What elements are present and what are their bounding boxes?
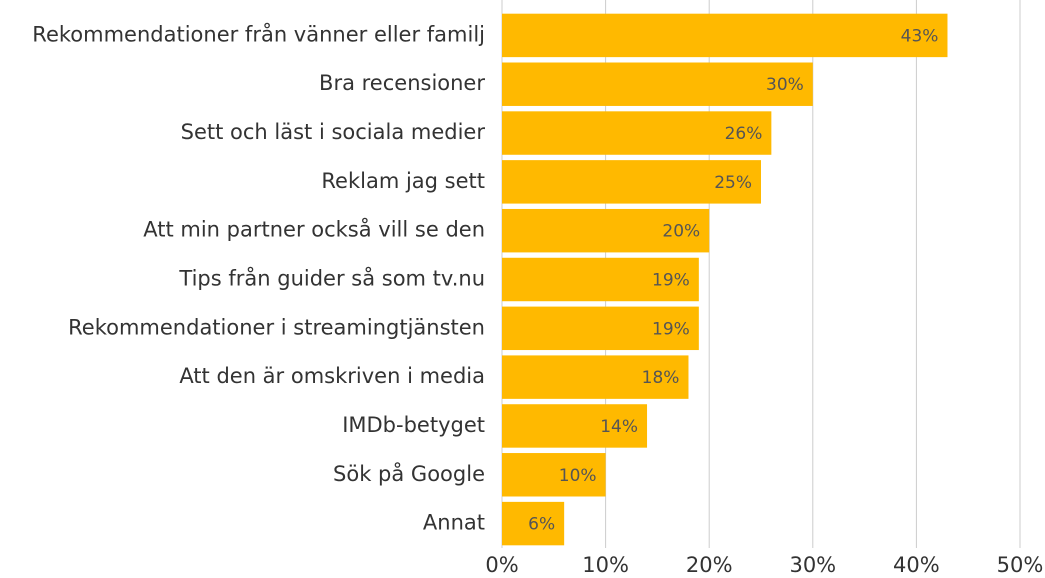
bar <box>502 257 699 302</box>
bar <box>502 501 565 546</box>
bar <box>502 208 710 253</box>
x-tick-label: 40% <box>893 553 940 577</box>
y-tick-label: Annat <box>423 511 485 535</box>
value-label: 19% <box>652 271 690 291</box>
y-tick-label: Sett och läst i sociala medier <box>181 120 486 144</box>
y-tick-label: Tips från guider så som tv.nu <box>178 266 485 291</box>
value-label: 6% <box>528 515 555 535</box>
y-tick-label: Rekommendationer i streamingtjänsten <box>68 315 485 339</box>
y-tick-label: Bra recensioner <box>319 71 485 95</box>
bar <box>502 62 813 106</box>
bar <box>502 404 648 448</box>
value-label: 10% <box>559 466 597 486</box>
value-label: 14% <box>600 417 638 437</box>
x-tick-label: 20% <box>686 553 733 577</box>
value-label: 26% <box>725 124 763 144</box>
y-tick-label: IMDb-betyget <box>342 413 485 437</box>
value-label: 30% <box>766 75 804 95</box>
y-tick-label: Rekommendationer från vänner eller famil… <box>32 21 485 46</box>
value-label: 25% <box>714 173 752 193</box>
value-label: 20% <box>662 222 700 242</box>
bar <box>502 453 606 497</box>
x-tick-label: 30% <box>789 553 836 577</box>
y-tick-label: Att den är omskriven i media <box>179 364 485 388</box>
bar <box>502 160 761 204</box>
bar <box>502 13 948 58</box>
bar <box>502 355 689 399</box>
x-tick-label: 10% <box>582 553 629 577</box>
value-label: 19% <box>652 319 690 339</box>
y-tick-label: Sök på Google <box>333 461 485 486</box>
value-label: 18% <box>642 368 680 388</box>
y-tick-label: Reklam jag sett <box>321 169 485 193</box>
value-label: 43% <box>901 26 939 46</box>
y-tick-label: Att min partner också vill se den <box>143 217 485 242</box>
x-tick-label: 50% <box>997 553 1044 577</box>
x-tick-label: 0% <box>485 553 518 577</box>
bar <box>502 111 772 155</box>
bar <box>502 306 699 351</box>
